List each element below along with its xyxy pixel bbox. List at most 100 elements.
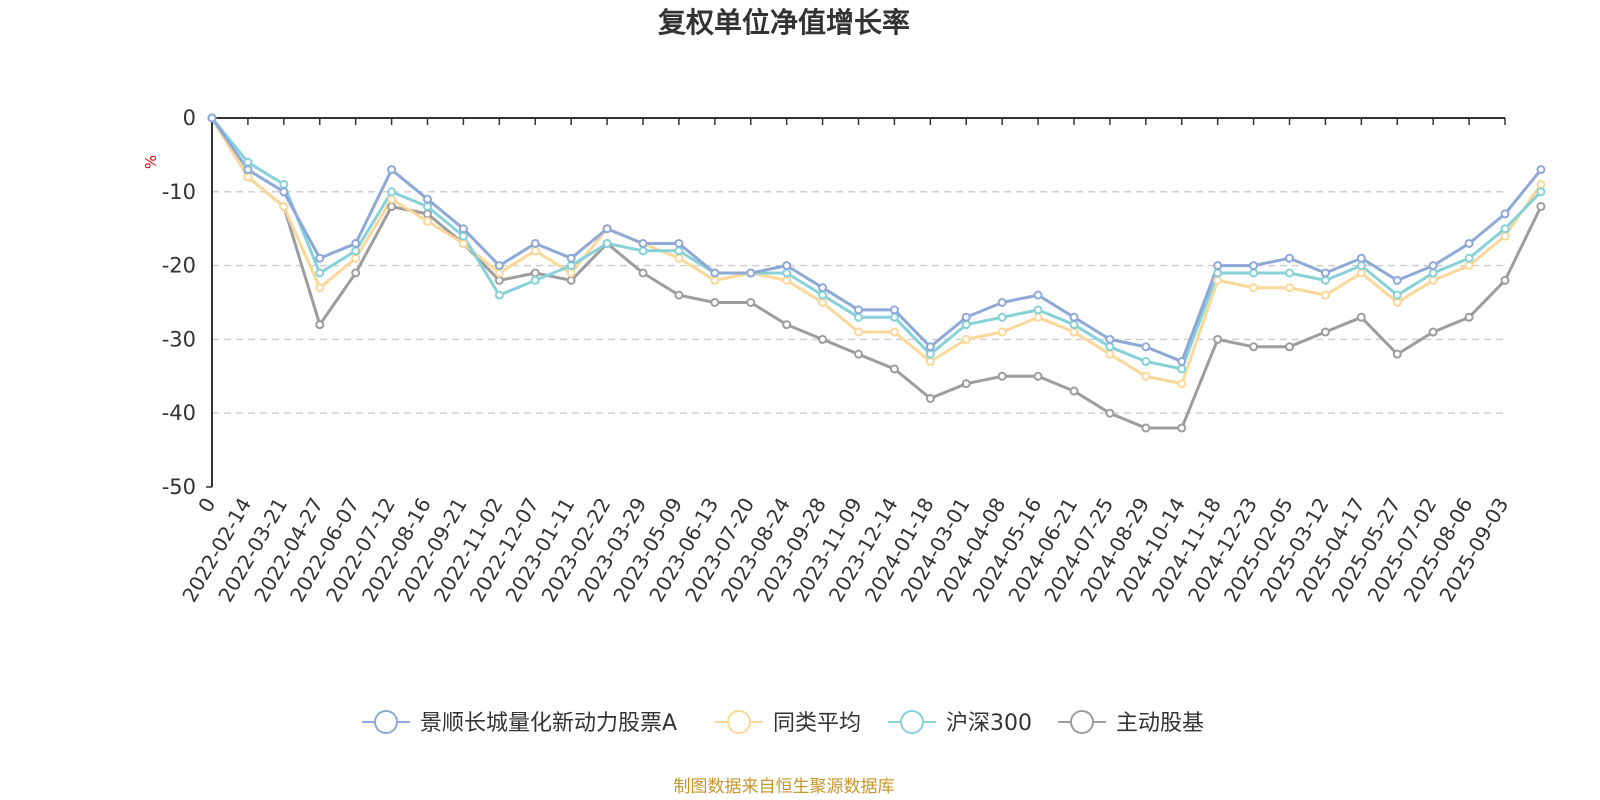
data-point [530, 275, 540, 285]
data-point [566, 253, 576, 263]
source-note: 制图数据来自恒生聚源数据库 [674, 777, 895, 797]
data-point [602, 224, 612, 234]
data-point [1320, 275, 1330, 285]
data-point [782, 275, 792, 285]
data-point [961, 379, 971, 389]
data-point [854, 312, 863, 322]
data-point [1428, 275, 1438, 285]
data-point [1033, 305, 1043, 315]
data-point [1069, 386, 1079, 396]
data-point [782, 320, 792, 330]
data-point [854, 327, 863, 337]
data-point [207, 113, 217, 123]
data-point [997, 312, 1007, 322]
data-point [925, 393, 935, 403]
series-line-2 [210, 117, 1542, 371]
data-point [1285, 268, 1294, 278]
legend-label: 主动股基 [1116, 711, 1204, 736]
data-point [1392, 275, 1402, 285]
data-point [1464, 261, 1474, 271]
data-point [710, 298, 720, 307]
grid-lines [212, 191, 1505, 414]
data-point [1141, 371, 1151, 381]
data-point [1177, 379, 1187, 389]
data-point [1141, 423, 1151, 433]
data-point [387, 202, 397, 212]
data-point [925, 357, 935, 367]
data-point [1249, 261, 1259, 271]
data-point [961, 320, 971, 330]
data-point [925, 349, 935, 359]
data-point [710, 275, 720, 285]
data-point [1500, 231, 1510, 241]
legend-item-3[interactable]: 主动股基 [1058, 710, 1204, 736]
data-point [1392, 290, 1402, 300]
data-point [818, 298, 828, 307]
data-point [1249, 283, 1259, 293]
data-point [638, 246, 648, 256]
data-point [674, 253, 684, 263]
data-point [1285, 342, 1294, 352]
data-point [1500, 209, 1510, 219]
data-point [494, 268, 504, 278]
data-point [1105, 349, 1115, 359]
data-point [1320, 327, 1330, 337]
legend-marker [900, 710, 924, 734]
series-line-0 [210, 117, 1543, 363]
legend-item-1[interactable]: 同类平均 [715, 710, 861, 736]
data-point [423, 216, 432, 226]
data-point [279, 179, 289, 189]
y-tick-label: -50 [162, 475, 196, 499]
data-point [1536, 179, 1546, 189]
data-point [925, 342, 935, 352]
data-point [854, 349, 863, 359]
data-point [997, 371, 1007, 381]
data-point [1249, 268, 1259, 278]
y-axis-unit: % [142, 155, 160, 169]
y-tick-label: -40 [162, 401, 196, 425]
data-point [1177, 364, 1187, 374]
data-point [1500, 224, 1510, 234]
data-point [1105, 408, 1115, 418]
data-point [1033, 290, 1043, 300]
data-point [351, 246, 361, 256]
data-point [387, 187, 397, 197]
x-tick-label: 0 [193, 494, 220, 517]
data-point [889, 305, 899, 315]
data-point [279, 202, 289, 212]
y-tick-label: -30 [162, 327, 196, 351]
data-point [1069, 320, 1079, 330]
data-point [1033, 312, 1043, 322]
legend-item-2[interactable]: 沪深300 [888, 710, 1032, 736]
data-point [243, 157, 253, 167]
data-point [1177, 423, 1187, 433]
data-point [494, 261, 504, 271]
data-point [530, 268, 540, 278]
data-point [1177, 357, 1187, 367]
data-point [1320, 268, 1330, 278]
data-point [818, 290, 828, 300]
legend-item-0[interactable]: 景顺长城量化新动力股票A [362, 710, 677, 736]
data-point [494, 290, 504, 300]
data-point [889, 364, 899, 374]
data-point [1285, 283, 1294, 293]
y-tick-label: -20 [162, 254, 196, 278]
data-point [1392, 349, 1402, 359]
chart-title: 复权单位净值增长率 [658, 6, 910, 39]
legend[interactable]: 景顺长城量化新动力股票A 同类平均 沪深300 主动股基 [362, 710, 1204, 736]
data-point [889, 312, 899, 322]
legend-label: 沪深300 [946, 711, 1032, 736]
data-point [494, 275, 504, 285]
y-tick-label: 0 [183, 106, 196, 130]
data-point [710, 268, 720, 278]
legend-marker [374, 710, 398, 734]
data-point [566, 275, 576, 285]
data-point [1428, 268, 1438, 278]
data-point [243, 165, 253, 175]
legend-label: 同类平均 [773, 711, 861, 736]
data-point [1464, 238, 1474, 248]
data-point [1464, 253, 1474, 263]
data-point [674, 246, 684, 256]
data-point [315, 320, 325, 330]
data-point [997, 298, 1007, 307]
